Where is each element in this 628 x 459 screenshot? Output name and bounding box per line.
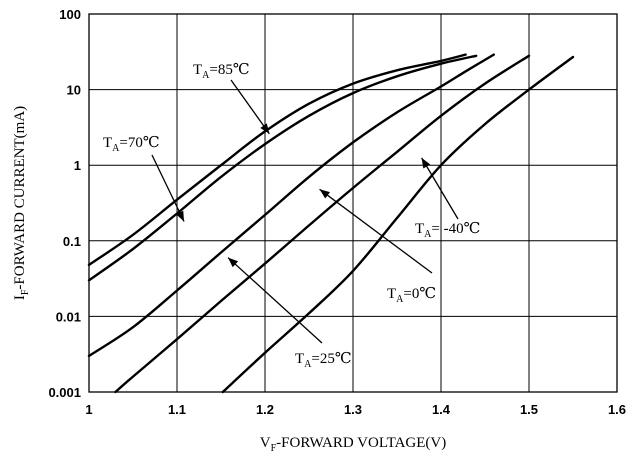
series-line-25c: [87, 53, 495, 358]
arrowhead-0c: [319, 189, 330, 199]
y-axis-title: IF-FORWARD CURRENT(mA): [12, 106, 31, 300]
x-tick-label-1-2: 1.2: [256, 402, 274, 417]
x-tick-label-1-4: 1.4: [432, 402, 451, 417]
y-tick-label-0-1: 0.1: [63, 234, 81, 249]
arrow-line-minus40c: [421, 157, 459, 220]
x-tick-label-1-6: 1.6: [608, 402, 626, 417]
y-tick-label-10: 10: [67, 83, 81, 98]
annotation-25c: TA=25℃: [295, 351, 352, 370]
y-tick-label-100: 100: [59, 7, 81, 22]
annotation-arrows: [151, 79, 459, 344]
annotation-minus40c: TA= -40℃: [415, 221, 480, 240]
arrowhead-minus40c: [421, 157, 431, 169]
y-tick-label-0-001: 0.001: [48, 385, 81, 400]
annotation-85c: TA=85℃: [193, 62, 250, 81]
tick-labels: 1 1.1 1.2 1.3 1.4 1.5 1.6 0.001 0.01 0.1 1 10 100: [48, 7, 626, 417]
annotation-70c: TA=70℃: [103, 135, 160, 154]
x-tick-label-1-3: 1.3: [344, 402, 362, 417]
series-line-0c: [114, 54, 531, 394]
x-axis-title: VF-FORWARD VOLTAGE(V): [260, 435, 446, 454]
arrow-line-85c: [230, 79, 270, 135]
arrow-line-0c: [319, 188, 433, 274]
arrow-line-70c: [151, 154, 185, 222]
arrowhead-85c: [260, 123, 270, 134]
curves: [87, 53, 575, 394]
x-tick-label-1: 1: [85, 402, 92, 417]
x-tick-label-1-1: 1.1: [168, 402, 186, 417]
annotation-0c: TA=0℃: [387, 286, 436, 305]
grid: [88, 13, 618, 393]
arrow-line-25c: [227, 257, 323, 344]
y-tick-label-0-01: 0.01: [56, 309, 81, 324]
plot-frame: [88, 13, 618, 393]
series-line-85c: [87, 53, 467, 267]
series-line-70c: [87, 54, 478, 282]
x-tick-label-1-5: 1.5: [520, 402, 538, 417]
y-tick-label-1: 1: [74, 158, 81, 173]
arrowhead-25c: [228, 257, 239, 268]
arrowhead-70c: [176, 210, 184, 222]
series-line-minus40c: [221, 55, 575, 394]
